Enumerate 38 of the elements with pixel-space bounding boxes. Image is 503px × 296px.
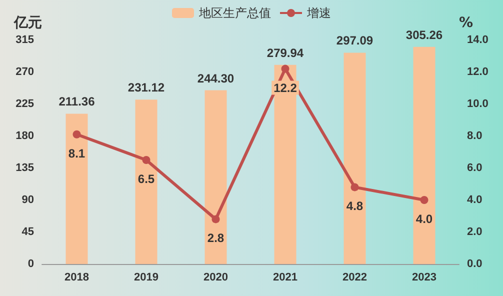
- data-label: 244.30: [197, 71, 234, 86]
- legend-label: 增速: [306, 6, 331, 20]
- x-tick-label: 2019: [134, 272, 158, 284]
- x-tick-label: 2021: [273, 272, 298, 284]
- x-tick-label: 2018: [64, 272, 89, 284]
- y2-tick-label: 8.0: [467, 130, 482, 142]
- y2-tick-label: 2.0: [467, 226, 482, 238]
- y2-tick-label: 4.0: [467, 194, 482, 206]
- y2-tick-label: 0.0: [467, 258, 482, 270]
- y-tick-label: 0: [28, 258, 34, 270]
- data-label: 2.8: [207, 231, 224, 246]
- data-label: 6.5: [138, 172, 155, 186]
- y2-axis-title: %: [459, 15, 474, 31]
- y-axis-title: 亿元: [13, 15, 42, 31]
- y-tick-label: 135: [16, 162, 34, 174]
- y-tick-label: 315: [16, 34, 34, 46]
- y2-tick-label: 12.0: [467, 66, 488, 78]
- y-tick-label: 180: [16, 130, 34, 142]
- y-tick-label: 90: [22, 194, 34, 206]
- data-label: 211.36: [58, 94, 96, 109]
- data-label: 297.09: [336, 34, 374, 48]
- data-label: 4.8: [346, 199, 364, 214]
- data-label: 4.0: [416, 212, 433, 226]
- y-tick-label: 45: [22, 226, 34, 238]
- data-label: 8.1: [68, 146, 86, 160]
- y2-tick-label: 6.0: [467, 162, 482, 174]
- data-label: 12.2: [274, 80, 298, 95]
- legend-label: 地区生产总值: [198, 6, 271, 20]
- x-tick-label: 2023: [412, 272, 436, 284]
- data-label: 279.94: [266, 46, 304, 60]
- y2-tick-label: 10.0: [467, 98, 488, 110]
- y-tick-label: 225: [16, 98, 34, 110]
- data-label: 231.12: [128, 80, 165, 95]
- data-label: 305.26: [406, 28, 443, 42]
- x-tick-label: 2022: [342, 272, 367, 284]
- y2-tick-label: 14.0: [467, 34, 488, 46]
- x-tick-label: 2020: [204, 272, 228, 284]
- y-tick-label: 270: [16, 66, 34, 78]
